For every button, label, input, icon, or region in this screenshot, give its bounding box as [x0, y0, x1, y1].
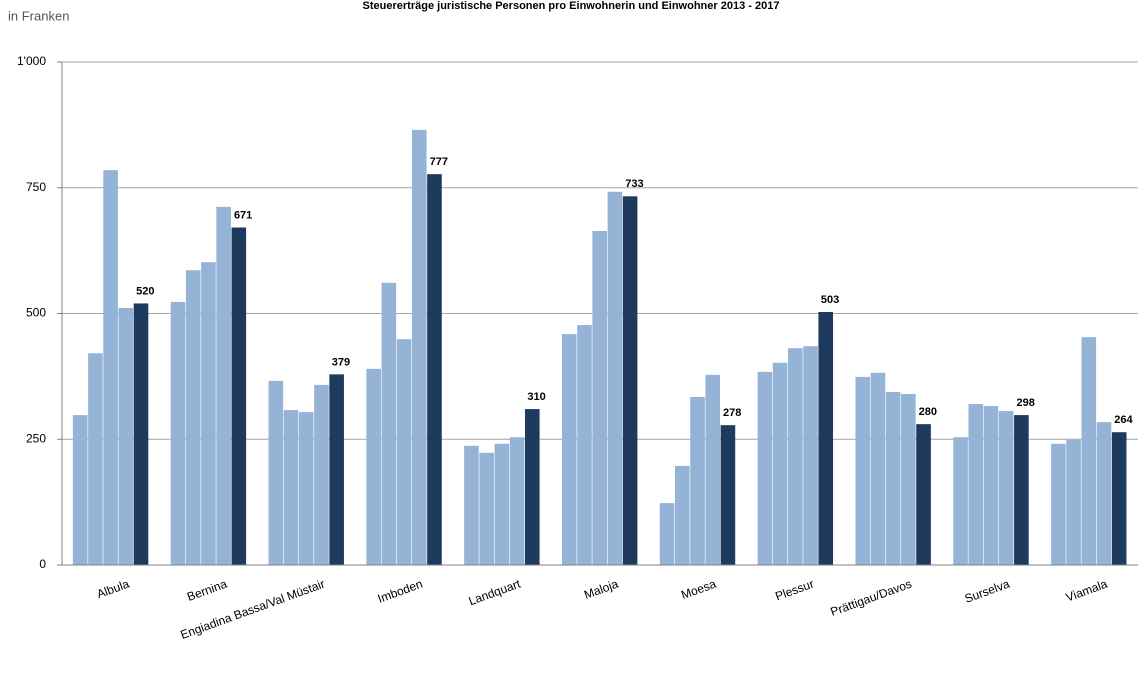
- data-label: 264: [1114, 414, 1133, 426]
- bar: [592, 231, 607, 565]
- bar: [464, 445, 479, 565]
- bar: [1096, 422, 1112, 565]
- bar: [298, 412, 314, 565]
- data-label: 671: [234, 209, 252, 221]
- bar: [170, 301, 186, 565]
- bar: [133, 303, 149, 565]
- bar: [901, 393, 916, 565]
- bar: [772, 362, 788, 565]
- bar: [231, 227, 247, 565]
- y-tick-label: 750: [26, 180, 46, 194]
- chart-title: Steuererträge juristische Personen pro E…: [363, 0, 780, 12]
- bar: [788, 348, 803, 565]
- bar: [675, 465, 690, 565]
- data-label: 733: [625, 178, 643, 190]
- bar: [705, 374, 721, 565]
- chart-subtitle: in Franken: [8, 8, 69, 23]
- bar: [983, 406, 999, 565]
- bar: [1014, 415, 1029, 565]
- bar: [577, 325, 592, 565]
- bar: [509, 437, 525, 565]
- data-label: 520: [136, 285, 154, 297]
- bar: [411, 129, 427, 565]
- bar: [524, 409, 540, 565]
- bar: [659, 503, 675, 565]
- bar: [185, 270, 201, 565]
- y-tick-label: 0: [39, 557, 46, 571]
- bar: [381, 282, 397, 565]
- bar: [427, 174, 442, 565]
- data-label: 298: [1016, 397, 1034, 409]
- bar: [1051, 443, 1066, 565]
- bar: [622, 196, 638, 565]
- bar: [366, 368, 381, 565]
- y-tick-label: 500: [26, 306, 46, 320]
- bar: [607, 191, 623, 566]
- bar: [118, 307, 134, 565]
- data-label: 310: [527, 391, 545, 403]
- data-label: 379: [332, 356, 350, 368]
- bar: [968, 404, 984, 565]
- bar: [88, 353, 103, 565]
- bar: [885, 391, 901, 565]
- bar: [720, 425, 736, 565]
- data-label: 503: [821, 294, 839, 306]
- bar: [314, 384, 329, 565]
- bar: [818, 311, 834, 565]
- bar: [1066, 439, 1081, 565]
- bar: [1081, 337, 1097, 565]
- bar: [103, 170, 118, 565]
- bar: [329, 374, 344, 565]
- bar: [953, 437, 968, 565]
- bar: [855, 376, 871, 565]
- bar: [72, 415, 88, 565]
- bar: [396, 339, 412, 565]
- bar: [216, 206, 231, 565]
- bar: [268, 380, 284, 565]
- y-tick-label: 250: [26, 431, 46, 445]
- data-label: 777: [430, 156, 448, 168]
- bar: [479, 452, 494, 565]
- bar: [562, 334, 577, 565]
- bar: [1111, 432, 1127, 565]
- data-label: 280: [919, 406, 937, 418]
- data-label: 278: [723, 407, 741, 419]
- bar: [201, 262, 216, 565]
- bar: [757, 371, 773, 565]
- bar: [803, 346, 818, 565]
- bar: [690, 396, 705, 565]
- y-tick-label: 1'000: [17, 54, 46, 68]
- bar: [916, 424, 931, 565]
- bar: [870, 372, 886, 565]
- bar: [998, 411, 1014, 565]
- bar: [283, 410, 299, 565]
- bar: [494, 443, 510, 565]
